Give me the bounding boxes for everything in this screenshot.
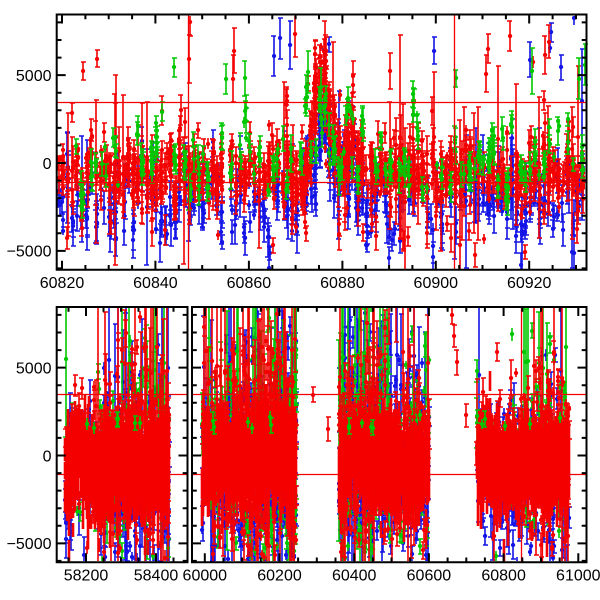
svg-text:60000: 60000 [183,568,228,585]
svg-text:61000: 61000 [556,568,600,585]
svg-text:60880: 60880 [320,275,365,292]
svg-text:60920: 60920 [507,275,552,292]
svg-text:60400: 60400 [332,568,377,585]
svg-text:60860: 60860 [227,275,272,292]
svg-text:60200: 60200 [257,568,302,585]
svg-text:0: 0 [43,448,52,465]
svg-text:60600: 60600 [407,568,452,585]
svg-text:58400: 58400 [134,568,179,585]
svg-text:58200: 58200 [64,568,109,585]
svg-text:60900: 60900 [414,275,459,292]
svg-text:0: 0 [43,156,52,173]
svg-text:60820: 60820 [40,275,85,292]
svg-text:−5000: −5000 [7,244,52,261]
svg-text:5000: 5000 [16,360,52,377]
svg-text:60800: 60800 [481,568,526,585]
svg-text:60840: 60840 [133,275,178,292]
svg-text:−5000: −5000 [7,536,52,553]
svg-text:5000: 5000 [16,68,52,85]
